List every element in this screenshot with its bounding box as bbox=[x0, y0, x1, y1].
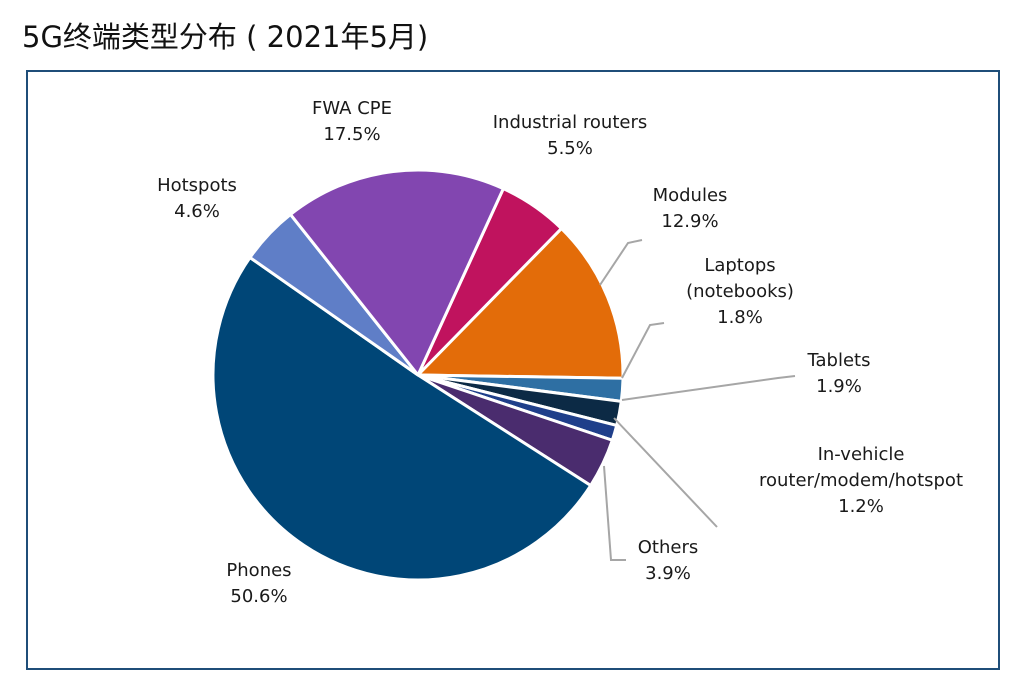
leader-line-in-vehicle-router-modem-hotspot bbox=[613, 417, 718, 528]
data-label-others: 3.9% bbox=[645, 563, 691, 584]
category-label-tablets-0: Tablets bbox=[807, 350, 871, 371]
data-label-tablets: 1.9% bbox=[816, 376, 862, 397]
category-label-in-vehicle-router-modem-hotspot-1: router/modem/hotspot bbox=[759, 470, 963, 491]
category-label-modules-0: Modules bbox=[653, 185, 728, 206]
data-label-phones: 50.6% bbox=[230, 586, 287, 607]
pie-slice-modules bbox=[416, 227, 625, 380]
category-label-in-vehicle-router-modem-hotspot-0: In-vehicle bbox=[818, 444, 905, 465]
category-label-phones-0: Phones bbox=[226, 560, 291, 581]
pie-slice-fwa-cpe bbox=[288, 168, 505, 377]
category-label-others-0: Others bbox=[638, 537, 699, 558]
leader-line-modules bbox=[599, 239, 643, 286]
leader-line-laptops-notebooks bbox=[621, 322, 665, 379]
leader-line-others bbox=[603, 465, 626, 561]
data-label-fwa-cpe: 17.5% bbox=[323, 124, 380, 145]
data-label-laptops-notebooks: 1.8% bbox=[717, 307, 763, 328]
leader-line-tablets bbox=[621, 375, 796, 401]
data-label-hotspots: 4.6% bbox=[174, 201, 220, 222]
category-label-laptops-notebooks-0: Laptops bbox=[704, 255, 775, 276]
data-label-in-vehicle-router-modem-hotspot: 1.2% bbox=[838, 496, 884, 517]
category-label-laptops-notebooks-1: (notebooks) bbox=[686, 281, 794, 302]
category-label-fwa-cpe-0: FWA CPE bbox=[312, 98, 392, 119]
category-label-industrial-routers-0: Industrial routers bbox=[493, 112, 647, 133]
page-title: 5G终端类型分布 ( 2021年5月) bbox=[22, 20, 429, 54]
chart-frame bbox=[26, 70, 1000, 670]
data-label-industrial-routers: 5.5% bbox=[547, 138, 593, 159]
category-label-hotspots-0: Hotspots bbox=[157, 175, 237, 196]
data-label-modules: 12.9% bbox=[661, 211, 718, 232]
pie-slice-phones bbox=[211, 256, 593, 582]
